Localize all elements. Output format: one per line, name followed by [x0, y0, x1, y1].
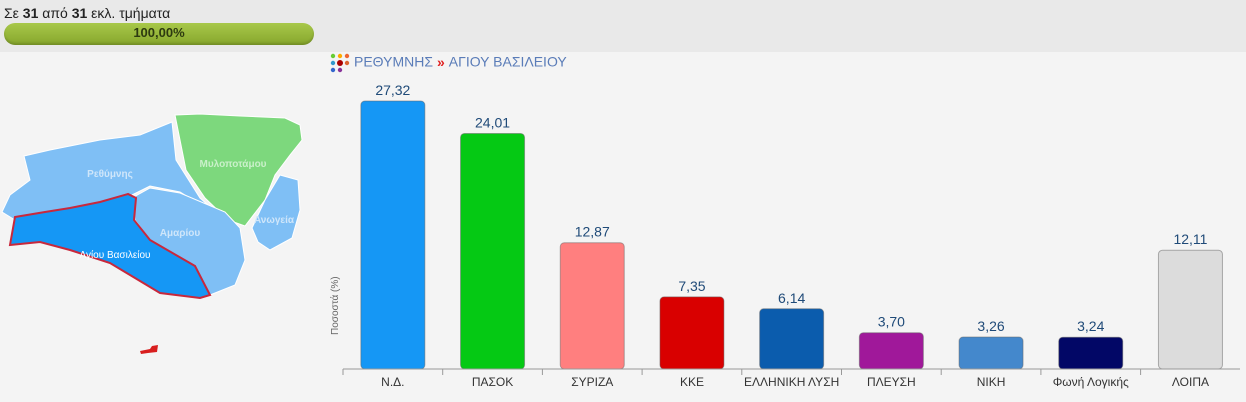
- category-label: ΛΟΙΠΑ: [1172, 375, 1209, 389]
- category-label: Φωνή Λογικής: [1053, 375, 1129, 389]
- logo-dots-icon: [330, 53, 350, 73]
- breadcrumb-separator: »: [437, 53, 445, 70]
- map-region-agiou-vasileiou[interactable]: [8, 192, 212, 300]
- bar-0[interactable]: [360, 100, 426, 370]
- category-label: ΠΑΣΟΚ: [472, 375, 513, 389]
- data-label: 3,26: [977, 318, 1004, 334]
- bar-1[interactable]: [460, 132, 526, 370]
- map-region-mylopotamou[interactable]: [174, 113, 303, 227]
- data-label: 27,32: [375, 82, 410, 98]
- data-label: 6,14: [778, 290, 805, 306]
- data-label: 7,35: [678, 278, 705, 294]
- category-label: ΣΥΡΙΖΑ: [571, 375, 613, 389]
- total-count: 31: [71, 5, 88, 21]
- counted-stations-text: Σε 31 από 31 εκλ. τμήματα: [4, 5, 170, 21]
- progress-percent: 100,00%: [133, 25, 185, 40]
- data-label: 3,24: [1077, 318, 1104, 334]
- bar-6[interactable]: [958, 336, 1024, 370]
- bar-5[interactable]: [858, 332, 924, 370]
- category-label: ΠΛΕΥΣΗ: [867, 375, 916, 389]
- suffix: εκλ. τμήματα: [91, 5, 171, 21]
- map-label-agiou-vasileiou: Αγίου Βασιλείου: [79, 249, 150, 261]
- data-label: 3,70: [878, 314, 905, 330]
- data-label: 12,87: [575, 224, 610, 240]
- category-label: ΚΚΕ: [680, 375, 704, 389]
- map-label-rethymnis: Ρεθύμνης: [87, 169, 133, 180]
- bar-7[interactable]: [1058, 336, 1124, 370]
- bar-4[interactable]: [759, 308, 825, 370]
- data-label: 24,01: [475, 114, 510, 130]
- map-islet: [140, 345, 158, 354]
- middle: από: [42, 5, 68, 21]
- progress-header: Σε 31 από 31 εκλ. τμήματα 100,00%: [0, 0, 1246, 52]
- category-label: Ν.Δ.: [381, 375, 404, 389]
- data-label: 12,11: [1173, 231, 1207, 247]
- category-label: ΕΛΛΗΝΙΚΗ ΛΥΣΗ: [744, 375, 839, 389]
- bar-3[interactable]: [659, 296, 725, 370]
- map-label-mylopotamou: Μυλοποτάμου: [199, 159, 266, 170]
- map-label-amariou: Αμαρίου: [160, 228, 201, 239]
- progress-bar: 100,00%: [4, 23, 314, 45]
- bar-8[interactable]: [1157, 249, 1223, 370]
- breadcrumb-current: ΑΓΙΟΥ ΒΑΣΙΛΕΙΟΥ: [448, 53, 567, 70]
- y-axis-label: Ποσοστά (%): [329, 276, 341, 335]
- bar-2[interactable]: [559, 242, 625, 370]
- map-label-anogeion: Ανωγεία: [254, 215, 295, 226]
- map-region-anogeion[interactable]: [251, 174, 301, 251]
- prefix: Σε: [4, 5, 19, 21]
- counted-count: 31: [22, 5, 39, 21]
- map-region-rethymnis[interactable]: [1, 121, 226, 221]
- breadcrumb-parent-link[interactable]: ΡΕΘΥΜΝΗΣ: [354, 53, 433, 70]
- region-map: Ρεθύμνης Μυλοποτάμου Αμαρίου Ανωγεία Αγί…: [1, 113, 303, 354]
- category-label: ΝΙΚΗ: [977, 375, 1006, 389]
- breadcrumb: ΡΕΘΥΜΝΗΣ» ΑΓΙΟΥ ΒΑΣΙΛΕΙΟΥ: [330, 53, 567, 73]
- results-bar-chart: 27,32 Ν.Δ. 24,01 ΠΑΣΟΚ 12,87 ΣΥΡΙΖΑ 7,35 ΚΚΕ 6,1…: [329, 82, 1240, 389]
